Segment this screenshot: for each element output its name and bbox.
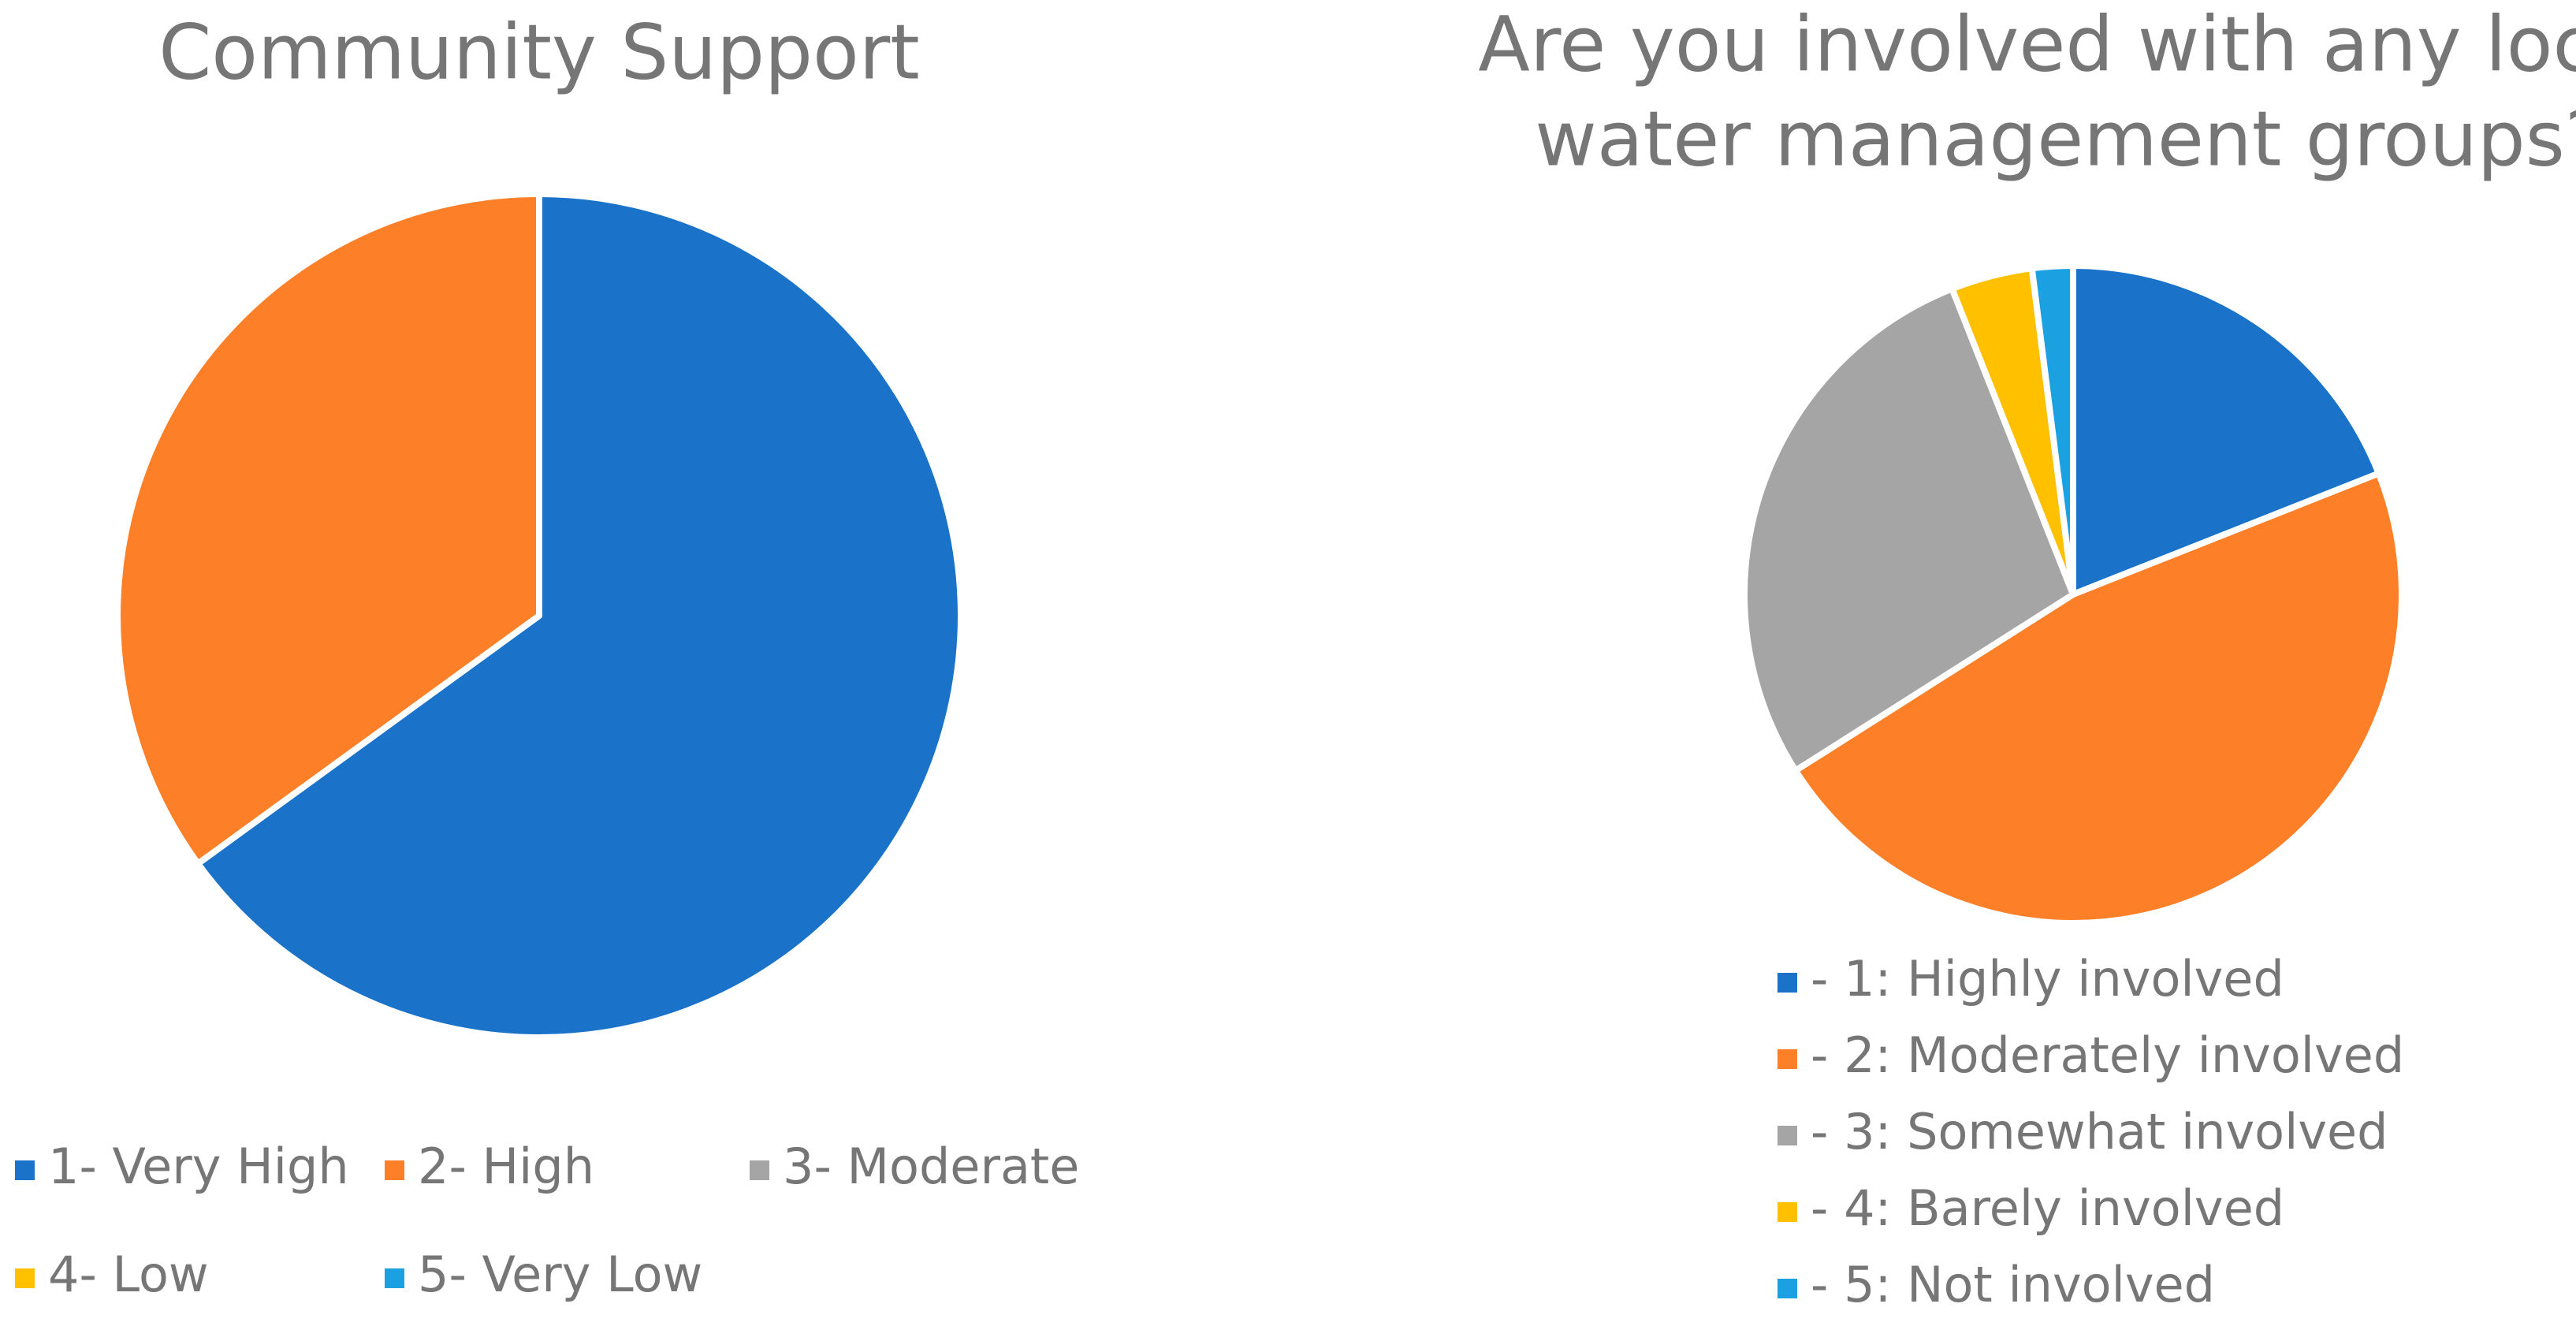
chart-title: water management groups? — [1535, 95, 2576, 183]
pie-slice — [195, 191, 964, 1041]
legend-swatch — [1778, 1202, 1797, 1222]
legend-label: 5- Very Low — [418, 1246, 702, 1303]
legend-label: - 5: Not involved — [1811, 1256, 2215, 1313]
pie-slice — [114, 191, 542, 867]
legend-label: 3- Moderate — [783, 1138, 1079, 1195]
legend-label: 2- High — [418, 1138, 594, 1195]
legend-label: - 2: Moderately involved — [1811, 1026, 2404, 1084]
legend-swatch — [385, 1160, 404, 1180]
legend-label: - 3: Somewhat involved — [1811, 1103, 2388, 1160]
legend-label: 1- Very High — [48, 1138, 349, 1195]
legend-swatch — [15, 1268, 35, 1288]
legend-label: 4- Low — [48, 1246, 209, 1303]
legend-swatch — [1778, 973, 1797, 993]
legend-label: - 4: Barely involved — [1811, 1179, 2284, 1237]
legend-swatch — [385, 1268, 404, 1288]
chart-title: Are you involved with any local — [1478, 0, 2576, 88]
pie-slice — [2028, 263, 2076, 598]
pie-slice — [2070, 263, 2382, 598]
legend-swatch — [1778, 1126, 1797, 1145]
chart-title: Community Support — [158, 8, 920, 96]
legend-swatch — [750, 1160, 769, 1180]
legend-label: - 1: Highly involved — [1811, 950, 2284, 1008]
pie-slice — [1741, 285, 2076, 774]
legend-swatch — [1778, 1279, 1797, 1298]
legend-swatch — [1778, 1049, 1797, 1069]
pie-slice — [1792, 470, 2405, 926]
legend-swatch — [15, 1160, 35, 1180]
